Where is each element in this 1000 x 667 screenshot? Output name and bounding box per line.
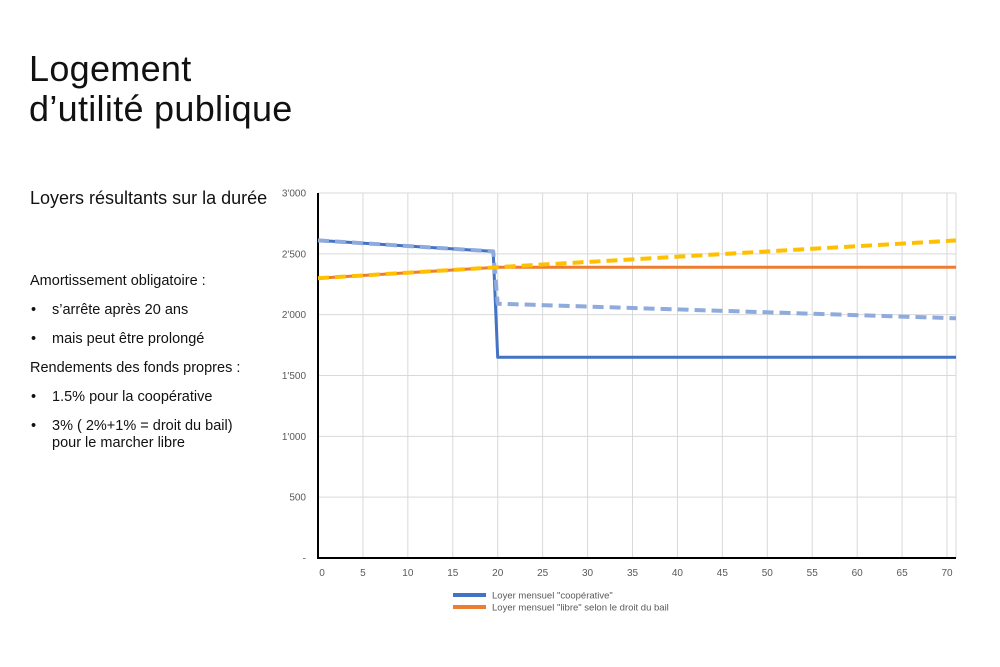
legend-label: Loyer mensuel "libre" selon le droit du … — [492, 603, 669, 614]
x-tick-label: 20 — [492, 568, 504, 579]
x-tick-label: 65 — [897, 568, 909, 579]
bullet-item: • 3% ( 2%+1% = droit du bail) pour le mar… — [30, 418, 245, 452]
bullet-text: s’arrête après 20 ans — [52, 302, 189, 318]
x-tick-label: 55 — [807, 568, 819, 579]
x-tick-label: 5 — [360, 568, 366, 579]
legend-label: Loyer mensuel "coopérative" — [492, 591, 613, 602]
y-tick-label: 2'500 — [282, 249, 307, 260]
bullet-text: 1.5% pour la coopérative — [52, 389, 213, 405]
x-tick-label: 35 — [627, 568, 639, 579]
y-tick-label: 1'500 — [282, 371, 307, 382]
x-tick-label: 45 — [717, 568, 729, 579]
y-tick-label: 1'000 — [282, 432, 307, 443]
bullet-text: 3% ( 2%+1% = droit du bail) pour le marc… — [52, 418, 233, 451]
rendements-heading: Rendements des fonds propres : — [30, 360, 241, 376]
chart-tick-labels: - 500 1'000 1'500 2'000 2'500 3'000 0 5 10 15 20 25 3… — [282, 189, 953, 580]
x-tick-label: 25 — [537, 568, 549, 579]
bullet-item: • s’arrête après 20 ans — [30, 302, 245, 319]
chart-axes — [317, 193, 956, 559]
slide-title-line-2: d’utilité publique — [29, 88, 293, 129]
chart-series — [317, 238, 957, 359]
slide-title: Logement d’utilité publique — [29, 49, 293, 129]
bullet-item: • 1.5% pour la coopérative — [30, 389, 245, 406]
slide-subtitle: Loyers résultants sur la durée — [30, 188, 268, 208]
series-line-3 — [317, 238, 957, 321]
bullet-symbol: • — [31, 418, 37, 434]
x-tick-label: 60 — [852, 568, 864, 579]
x-tick-label: 30 — [582, 568, 594, 579]
series-line-1 — [317, 238, 956, 359]
y-tick-label: 500 — [289, 493, 306, 504]
slide-body-text: Amortissement obligatoire : • s’arrête ap… — [30, 273, 245, 464]
bullet-symbol: • — [31, 331, 37, 347]
x-tick-label: 70 — [941, 568, 953, 579]
y-tick-label: 2'000 — [282, 310, 307, 321]
series-line-4 — [317, 238, 957, 281]
chart-legend: Loyer mensuel "coopérative"Loyer mensuel… — [453, 591, 669, 614]
x-tick-label: 15 — [447, 568, 459, 579]
x-tick-label: 10 — [402, 568, 414, 579]
x-tick-label: 50 — [762, 568, 774, 579]
bullet-symbol: • — [31, 302, 37, 318]
bullet-item: • mais peut être prolongé — [30, 331, 245, 348]
bullet-text: mais peut être prolongé — [52, 331, 205, 347]
x-tick-label: 40 — [672, 568, 684, 579]
y-tick-label: 3'000 — [282, 189, 307, 200]
slide-title-line-1: Logement — [29, 48, 192, 89]
y-tick-label: - — [303, 554, 306, 565]
x-tick-label: 0 — [319, 568, 325, 579]
amortissement-heading: Amortissement obligatoire : — [30, 273, 206, 289]
bullet-symbol: • — [31, 389, 37, 405]
